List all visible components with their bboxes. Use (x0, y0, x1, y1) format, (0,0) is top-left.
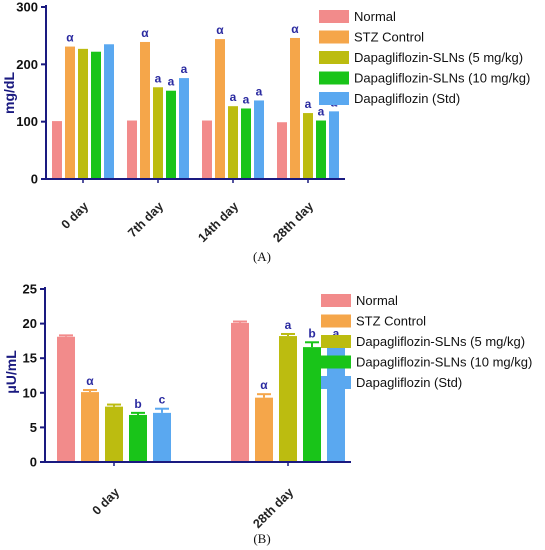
bar (303, 347, 321, 462)
significance-label: a (168, 75, 175, 89)
bar (290, 37, 300, 180)
legend-swatch (319, 30, 349, 44)
bar (65, 46, 75, 180)
bar (81, 392, 99, 462)
significance-label: α (86, 374, 94, 388)
bar (129, 414, 147, 462)
bar (179, 78, 189, 179)
legend-label: Dapagliflozin-SLNs (5 mg/kg) (356, 334, 525, 349)
significance-label: α (66, 31, 74, 45)
legend-swatch (319, 10, 349, 23)
bar (104, 44, 114, 180)
significance-label: a (305, 97, 312, 111)
bar (215, 39, 225, 180)
bar (255, 397, 273, 462)
bar (78, 48, 88, 179)
y-tick-label: 5 (30, 420, 37, 435)
y-axis-label: mg/dL (1, 72, 17, 114)
legend-swatch (321, 294, 351, 307)
y-tick-label: 20 (23, 316, 37, 331)
x-tick-label: 28th day (270, 199, 316, 245)
bar (327, 342, 345, 462)
significance-label: a (333, 326, 340, 340)
y-tick-label: 100 (16, 114, 38, 129)
legend-swatch (319, 92, 349, 105)
bar (140, 41, 150, 180)
significance-label: a (285, 318, 292, 332)
significance-label: α (216, 23, 224, 37)
y-axis-label: μU/mL (3, 350, 19, 394)
bar (57, 336, 75, 462)
legend-label: Dapagliflozin-SLNs (5 mg/kg) (354, 50, 523, 65)
x-tick-label: 0 day (59, 199, 92, 232)
panel-label: (A) (253, 249, 271, 264)
significance-label: α (291, 22, 299, 36)
bar (91, 51, 101, 179)
legend: Normal STZ Control Dapagliflozin-SLNs (5 m… (319, 9, 530, 106)
bar (231, 322, 249, 462)
bar (329, 111, 339, 179)
significance-label: a (256, 84, 263, 98)
bar (241, 108, 251, 179)
bar (254, 100, 264, 179)
legend-swatch (321, 376, 351, 389)
y-tick-label: 10 (23, 385, 37, 400)
significance-label: α (260, 378, 268, 392)
significance-label: a (243, 92, 250, 106)
significance-label: a (230, 90, 237, 104)
y-tick-label: 200 (16, 57, 38, 72)
legend-label: Dapagliflozin (Std) (354, 91, 460, 106)
chart-panel-b: α b c 0 day α a b a 28th day 0 5 10 15 20 25 μU/mL Norma… (3, 282, 532, 547)
panel-label: (B) (253, 531, 270, 546)
significance-label: a (181, 62, 188, 76)
bar (153, 87, 163, 179)
y-tick-label: 0 (31, 172, 38, 187)
legend-swatch (321, 314, 351, 328)
x-tick-label: 0 day (90, 485, 123, 518)
significance-label: α (141, 26, 149, 40)
x-tick-label: 28th day (250, 485, 296, 531)
legend-label: STZ Control (354, 30, 424, 45)
x-tick-label: 7th day (125, 199, 166, 240)
bar (166, 90, 176, 179)
bar (127, 120, 137, 179)
bar (303, 113, 313, 179)
bar (105, 406, 123, 462)
significance-label: c (159, 393, 166, 407)
bar (202, 120, 212, 179)
legend-label: Dapagliflozin-SLNs (10 mg/kg) (354, 71, 530, 86)
legend-swatch (321, 335, 351, 348)
bar (316, 120, 326, 179)
legend-swatch (321, 355, 351, 369)
x-tick-label: 14th day (195, 199, 241, 245)
bar (52, 121, 62, 179)
bar (279, 336, 297, 462)
legend-label: STZ Control (356, 314, 426, 329)
significance-label: b (308, 326, 315, 340)
y-tick-label: 300 (16, 0, 38, 15)
legend-swatch (319, 71, 349, 85)
bar (277, 122, 287, 179)
bar (228, 106, 238, 179)
significance-label: a (318, 105, 325, 119)
legend-label: Dapagliflozin-SLNs (10 mg/kg) (356, 355, 532, 370)
significance-label: a (155, 71, 162, 85)
y-tick-label: 15 (23, 351, 37, 366)
legend-label: Dapagliflozin (Std) (356, 375, 462, 390)
y-tick-label: 0 (30, 455, 37, 470)
significance-label: b (134, 397, 141, 411)
bar (153, 412, 171, 462)
legend-label: Normal (356, 293, 398, 308)
y-tick-label: 25 (23, 282, 37, 297)
legend-label: Normal (354, 9, 396, 24)
legend-swatch (319, 51, 349, 64)
legend: Normal STZ Control Dapagliflozin-SLNs (5 m… (321, 293, 532, 390)
